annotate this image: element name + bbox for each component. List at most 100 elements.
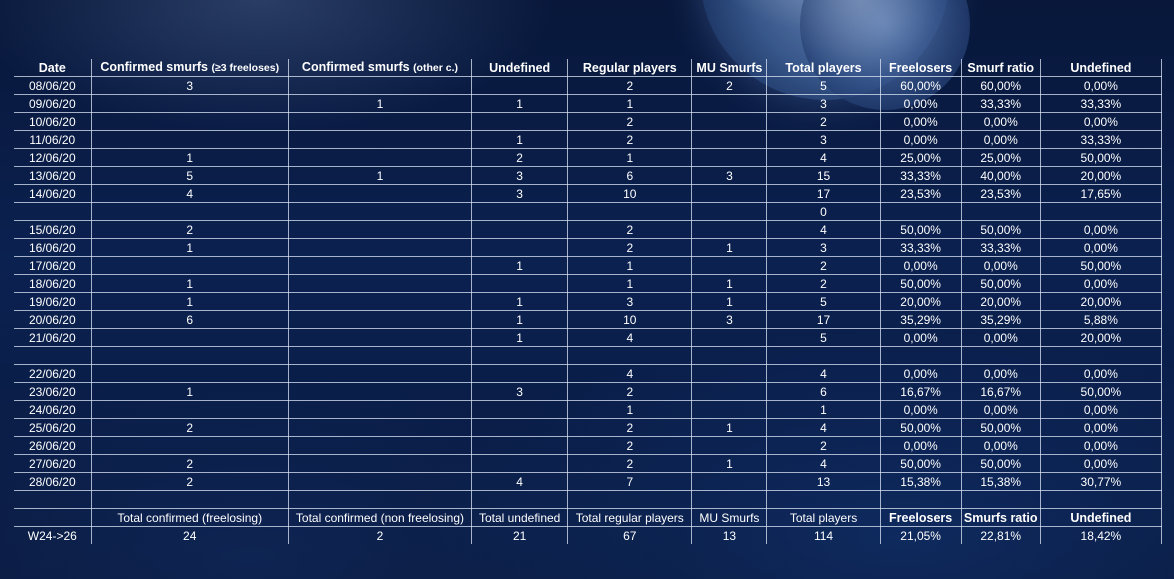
cell-mu-smurfs: 1 [691,238,768,257]
cell-freelosers: 0,00% [880,130,962,149]
cell-date: 12/06/20 [14,148,92,167]
table-row: 0 [14,202,1163,221]
cell-smurf-ratio: 40,00% [961,166,1041,185]
cell-regular-players: 1 [567,256,693,275]
cell-confirmed-other [288,184,473,203]
cell-date: 19/06/20 [14,292,92,311]
cell-freelosers: 0,00% [880,400,962,419]
cell-undefined [471,202,569,221]
cell-freelosers [880,346,962,365]
cell-undefined [471,454,569,473]
cell-confirmed-other: 2 [288,526,473,544]
cell-mu-smurfs [691,364,768,383]
cell-undefined [471,490,569,509]
table-row: 13/06/20 5 1 3 6 3 15 33,33% 40,00% 20,00% [14,166,1163,185]
cell-undefined-ratio: 33,33% [1040,130,1163,149]
cell-regular-players: 2 [567,112,693,131]
cell-total-players: 3 [766,130,881,149]
cell-total-players: Total players [766,59,881,77]
cell-smurf-ratio: 16,67% [961,382,1041,401]
cell-undefined-ratio: 50,00% [1040,256,1163,275]
cell-total-players: 0 [766,202,881,221]
cell-total-players: 4 [766,418,881,437]
cell-confirmed-freeloses [91,112,289,131]
cell-freelosers: 50,00% [880,418,962,437]
cell-date: 28/06/20 [14,472,92,491]
cell-undefined: 1 [471,130,569,149]
cell-smurf-ratio: 0,00% [961,256,1041,275]
cell-undefined [471,76,569,95]
cell-regular-players: 2 [567,238,693,257]
cell-confirmed-freeloses [91,436,289,455]
cell-freelosers: 21,05% [880,526,962,544]
cell-undefined-ratio: 33,33% [1040,94,1163,113]
cell-mu-smurfs [691,148,768,167]
cell-undefined: 1 [471,256,569,275]
cell-confirmed-other [288,472,473,491]
cell-smurf-ratio: 50,00% [961,274,1041,293]
cell-undefined [471,220,569,239]
cell-undefined-ratio: 20,00% [1040,328,1163,347]
table-row: 09/06/20 1 1 1 3 0,00% 33,33% 33,33% [14,94,1163,113]
cell-freelosers: 50,00% [880,274,962,293]
cell-confirmed-freeloses: 2 [91,472,289,491]
cell-regular-players: 3 [567,292,693,311]
cell-total-players: 2 [766,274,881,293]
table-row: 28/06/20 2 4 7 13 15,38% 15,38% 30,77% [14,472,1163,491]
cell-date: 16/06/20 [14,238,92,257]
cell-smurf-ratio [961,490,1041,509]
table-row: 17/06/20 1 1 2 0,00% 0,00% 50,00% [14,256,1163,275]
cell-date: 27/06/20 [14,454,92,473]
cell-confirmed-other [288,238,473,257]
cell-mu-smurfs: 1 [691,274,768,293]
cell-freelosers: 0,00% [880,112,962,131]
table-row: 26/06/20 2 2 0,00% 0,00% 0,00% [14,436,1163,455]
cell-mu-smurfs [691,382,768,401]
cell-confirmed-freeloses: 2 [91,220,289,239]
cell-smurf-ratio: 50,00% [961,454,1041,473]
cell-total-players: 4 [766,454,881,473]
cell-date: 20/06/20 [14,310,92,329]
table-row: 15/06/20 2 2 4 50,00% 50,00% 0,00% [14,220,1163,239]
cell-total-players: 4 [766,364,881,383]
cell-total-players: 2 [766,112,881,131]
table-row: 18/06/20 1 1 1 2 50,00% 50,00% 0,00% [14,274,1163,293]
cell-date: 14/06/20 [14,184,92,203]
cell-mu-smurfs: 1 [691,454,768,473]
cell-date [14,346,92,365]
table-row: 14/06/20 4 3 10 17 23,53% 23,53% 17,65% [14,184,1163,203]
cell-mu-smurfs: MU Smurfs [691,508,768,527]
cell-confirmed-freeloses: 5 [91,166,289,185]
cell-undefined-ratio: 30,77% [1040,472,1163,491]
cell-freelosers [880,202,962,221]
cell-smurf-ratio [961,202,1041,221]
cell-freelosers: 50,00% [880,454,962,473]
cell-mu-smurfs [691,112,768,131]
cell-undefined: 1 [471,292,569,311]
cell-smurf-ratio: 0,00% [961,328,1041,347]
cell-date: W24->26 [14,526,92,544]
cell-total-players: 2 [766,436,881,455]
cell-undefined-ratio: 0,00% [1040,112,1163,131]
cell-mu-smurfs [691,202,768,221]
cell-confirmed-other: Confirmed smurfs (other c.) [288,59,473,77]
cell-mu-smurfs: 2 [691,76,768,95]
cell-undefined-ratio: Undefined [1040,508,1163,527]
cell-smurf-ratio: 60,00% [961,76,1041,95]
cell-undefined-ratio: 0,00% [1040,436,1163,455]
cell-regular-players: 2 [567,418,693,437]
cell-undefined-ratio: 50,00% [1040,148,1163,167]
cell-smurf-ratio [961,346,1041,365]
cell-undefined-ratio: 50,00% [1040,382,1163,401]
cell-regular-players: 4 [567,328,693,347]
cell-confirmed-other [288,310,473,329]
cell-regular-players: 2 [567,382,693,401]
cell-regular-players: 2 [567,454,693,473]
cell-freelosers: 20,00% [880,292,962,311]
cell-regular-players: 1 [567,148,693,167]
cell-regular-players: Total regular players [567,508,693,527]
cell-freelosers: Freelosers [880,508,962,527]
cell-mu-smurfs: MU Smurfs [691,59,768,77]
cell-date: 15/06/20 [14,220,92,239]
cell-confirmed-other [288,274,473,293]
